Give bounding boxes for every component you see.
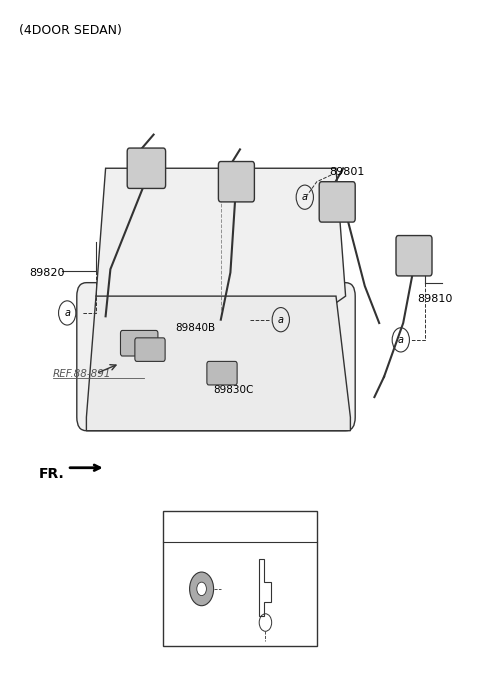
Polygon shape [96, 168, 346, 310]
Text: 89830C: 89830C [214, 386, 254, 395]
FancyBboxPatch shape [163, 511, 317, 646]
Text: a: a [302, 192, 308, 202]
Text: a: a [398, 335, 404, 345]
FancyBboxPatch shape [207, 361, 237, 385]
Text: a: a [180, 522, 185, 531]
Text: FR.: FR. [38, 468, 64, 481]
FancyBboxPatch shape [120, 330, 158, 356]
FancyBboxPatch shape [396, 236, 432, 276]
Circle shape [190, 572, 214, 606]
Text: a: a [64, 308, 70, 318]
Text: 89820: 89820 [29, 268, 64, 277]
Text: 89801: 89801 [329, 167, 364, 176]
Text: 89810: 89810 [418, 295, 453, 304]
FancyBboxPatch shape [127, 148, 166, 188]
FancyBboxPatch shape [218, 162, 254, 202]
FancyBboxPatch shape [135, 338, 165, 361]
Text: 88878: 88878 [199, 537, 232, 546]
Text: (4DOOR SEDAN): (4DOOR SEDAN) [19, 24, 122, 36]
Circle shape [197, 582, 206, 596]
Polygon shape [86, 296, 350, 431]
Text: 88877: 88877 [267, 561, 300, 570]
Text: REF.88-891: REF.88-891 [53, 369, 111, 378]
Text: 89840B: 89840B [175, 324, 216, 333]
FancyBboxPatch shape [77, 283, 355, 431]
FancyBboxPatch shape [319, 182, 355, 222]
Text: a: a [278, 315, 284, 324]
